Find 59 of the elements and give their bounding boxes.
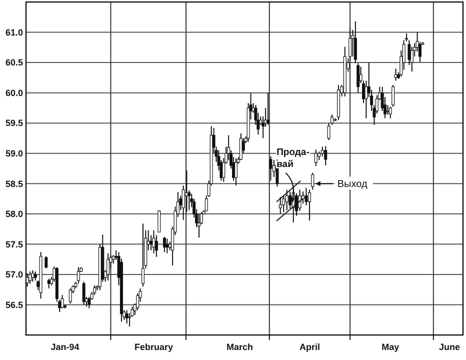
candlestick bbox=[356, 62, 360, 94]
candlestick bbox=[269, 156, 272, 182]
candlestick bbox=[136, 292, 140, 311]
candlestick bbox=[125, 310, 128, 324]
annotation: Выход bbox=[337, 179, 368, 190]
candlestick bbox=[308, 189, 311, 222]
candlestick bbox=[162, 236, 166, 253]
y-tick-label: 58.0 bbox=[5, 209, 23, 220]
candlestick bbox=[88, 296, 91, 309]
candlestick bbox=[288, 191, 292, 209]
candlestick bbox=[324, 146, 328, 166]
candlestick bbox=[354, 20, 357, 64]
candlestick bbox=[320, 146, 324, 157]
y-tick-label: 59.0 bbox=[5, 148, 23, 159]
candlestick bbox=[28, 270, 32, 284]
candlestick bbox=[198, 213, 201, 238]
candlestick bbox=[386, 104, 390, 116]
x-tick-label: February bbox=[134, 342, 173, 352]
candlestick bbox=[47, 278, 50, 289]
candlestick bbox=[60, 294, 64, 309]
candlestick bbox=[152, 230, 156, 254]
candlestick bbox=[392, 84, 395, 108]
y-tick-label: 56.5 bbox=[5, 300, 23, 310]
candlestick bbox=[314, 149, 318, 167]
y-tick-label: 58.5 bbox=[5, 178, 23, 189]
candlestick bbox=[285, 189, 288, 211]
candlestick bbox=[82, 281, 86, 306]
y-tick-label: 57.5 bbox=[5, 239, 23, 250]
x-tick-label: June bbox=[439, 342, 460, 352]
candlestick bbox=[266, 92, 270, 126]
candlestick bbox=[106, 252, 110, 282]
candlestick bbox=[34, 270, 37, 282]
candlestick bbox=[388, 106, 392, 119]
candlestick bbox=[154, 234, 158, 258]
candlestick bbox=[44, 256, 48, 269]
x-tick-label: May bbox=[382, 342, 400, 352]
candlestick bbox=[298, 189, 302, 212]
candlestick bbox=[311, 172, 314, 190]
candlestick bbox=[158, 210, 161, 233]
candlestick bbox=[304, 187, 308, 206]
y-tick-label: 57.0 bbox=[5, 270, 23, 280]
candlestick bbox=[278, 196, 282, 214]
y-tick-label: 59.5 bbox=[5, 118, 23, 128]
candlestick bbox=[166, 238, 169, 254]
candlestick bbox=[141, 223, 144, 288]
candlestick bbox=[76, 266, 80, 284]
candlestick bbox=[239, 132, 242, 161]
x-tick-label: April bbox=[299, 342, 320, 352]
candlestick bbox=[234, 158, 238, 186]
candlestick bbox=[68, 288, 72, 304]
y-tick-label: 60.0 bbox=[5, 88, 23, 98]
candlestick bbox=[394, 68, 398, 82]
x-tick-label: March bbox=[226, 342, 254, 352]
x-tick-label: Jan-94 bbox=[50, 342, 80, 352]
y-tick-label: 61.0 bbox=[5, 27, 23, 38]
candlestick bbox=[31, 270, 34, 282]
candlestick bbox=[301, 191, 304, 204]
candlestick bbox=[93, 284, 96, 296]
y-tick-label: 60.5 bbox=[5, 58, 23, 68]
